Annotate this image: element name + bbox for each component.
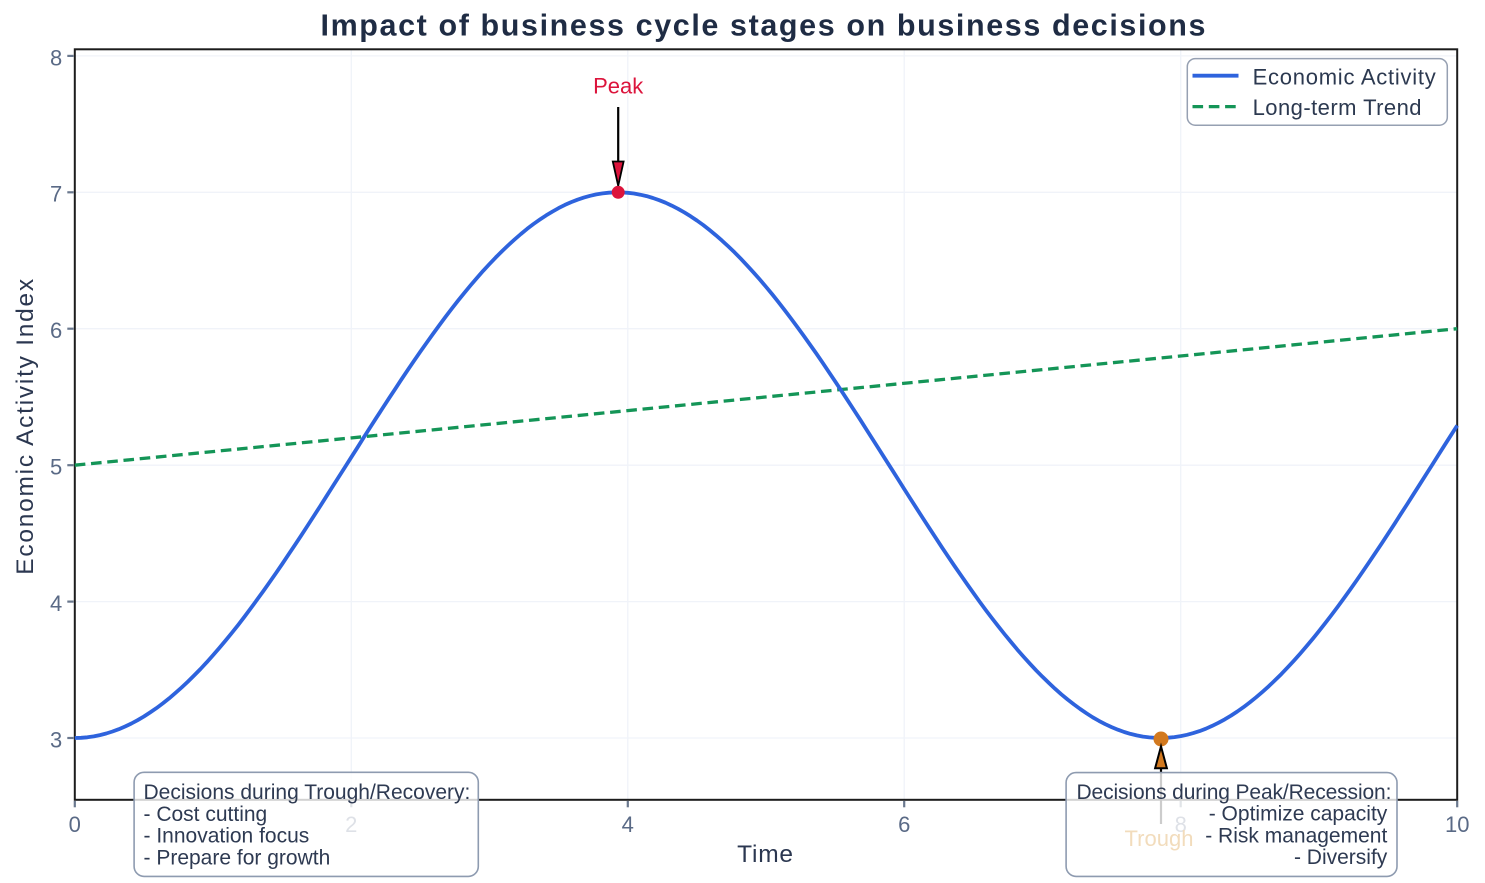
svg-text:Economic Activity: Economic Activity [1253, 64, 1437, 89]
svg-text:Economic Activity Index: Economic Activity Index [12, 277, 39, 575]
svg-text:Impact of business cycle stage: Impact of business cycle stages on busin… [321, 9, 1208, 43]
svg-text:Decisions during Trough/Recove: Decisions during Trough/Recovery: [144, 781, 471, 804]
svg-text:6: 6 [50, 318, 62, 343]
svg-text:Time: Time [737, 841, 794, 868]
svg-text:4: 4 [50, 591, 62, 616]
svg-text:Decisions during Peak/Recessio: Decisions during Peak/Recession: [1077, 781, 1392, 804]
svg-text:Long-term Trend: Long-term Trend [1253, 95, 1422, 120]
svg-text:6: 6 [898, 812, 910, 837]
svg-text:3: 3 [50, 727, 62, 752]
svg-text:- Prepare for growth: - Prepare for growth [144, 847, 331, 870]
svg-text:- Optimize capacity: - Optimize capacity [1209, 803, 1388, 826]
svg-text:- Cost cutting: - Cost cutting [144, 803, 268, 826]
svg-text:- Risk management: - Risk management [1205, 824, 1387, 847]
svg-text:4: 4 [622, 812, 634, 837]
svg-text:Peak: Peak [593, 74, 644, 99]
svg-text:Trough: Trough [1125, 826, 1194, 851]
svg-text:8: 8 [50, 45, 62, 70]
svg-text:0: 0 [69, 812, 81, 837]
svg-text:- Innovation focus: - Innovation focus [144, 825, 310, 848]
svg-text:10: 10 [1445, 812, 1469, 837]
svg-text:5: 5 [50, 455, 62, 480]
svg-text:7: 7 [50, 182, 62, 207]
svg-text:- Diversify: - Diversify [1294, 846, 1388, 869]
